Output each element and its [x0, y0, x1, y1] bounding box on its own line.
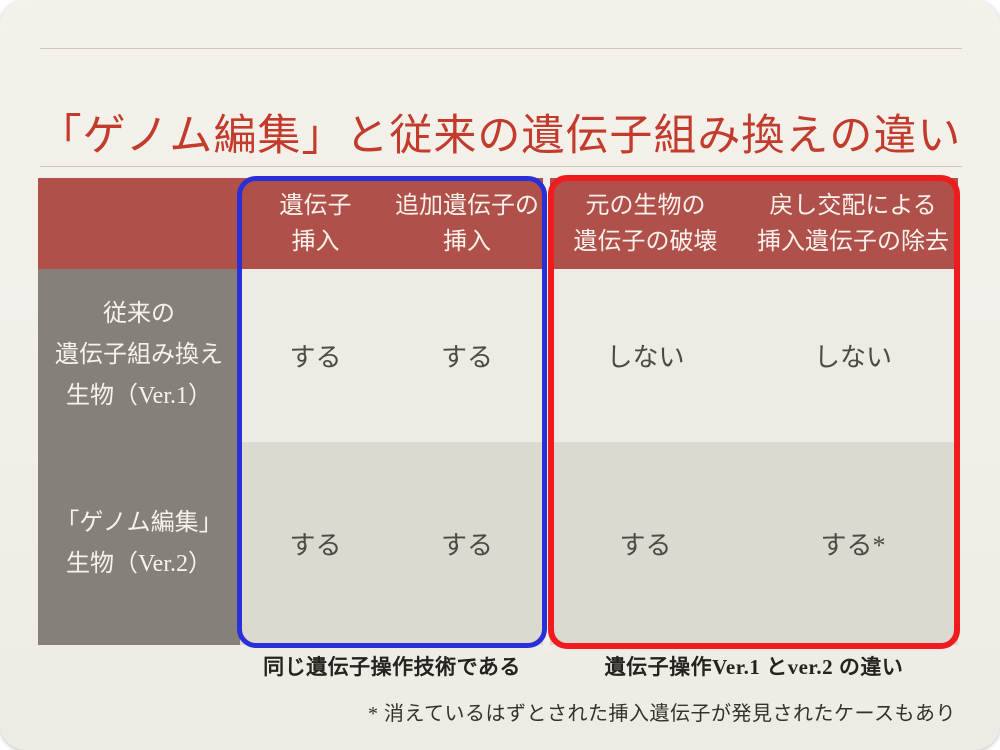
- footnote: * 消えているはずとされた挿入遺伝子が発見されたケースもあり: [368, 703, 956, 725]
- title-divider-line: [40, 166, 962, 167]
- red-highlight-box: [548, 175, 960, 649]
- row-label-column: 従来の 遺伝子組み換え 生物（Ver.1） 「ゲノム編集」 生物（Ver.2）: [38, 269, 240, 645]
- cell-ver2-original-gene-destruction: する: [543, 442, 748, 645]
- column-header-backcross-gene-removal: 戻し交配による 挿入遺伝子の除去: [748, 178, 958, 269]
- blue-box-caption: 同じ遺伝子操作技術である: [263, 655, 521, 679]
- cell-ver1-original-gene-destruction: しない: [543, 269, 748, 442]
- cell-ver1-additional-gene-insertion: する: [391, 269, 543, 442]
- column-header-gene-insertion: 遺伝子 挿入: [240, 178, 391, 269]
- blue-highlight-box: [237, 176, 547, 648]
- row-label-conventional-gmo: 従来の 遺伝子組み換え 生物（Ver.1）: [55, 301, 223, 409]
- cell-ver1-backcross-gene-removal: しない: [748, 269, 958, 442]
- cell-ver2-additional-gene-insertion: する: [391, 442, 543, 645]
- column-header-original-gene-destruction: 元の生物の 遺伝子の破壊: [543, 178, 748, 269]
- cell-ver1-gene-insertion: する: [240, 269, 391, 442]
- page-title: 「ゲノム編集」と従来の遺伝子組み換えの違い: [38, 112, 962, 160]
- column-header-additional-gene-insertion: 追加遺伝子の 挿入: [391, 178, 543, 269]
- cell-ver2-backcross-gene-removal: する*: [748, 442, 958, 645]
- cell-ver2-gene-insertion: する: [240, 442, 391, 645]
- red-box-caption: 遺伝子操作Ver.1 とver.2 の違い: [604, 655, 904, 679]
- comparison-table: 遺伝子 挿入 追加遺伝子の 挿入 元の生物の 遺伝子の破壊 戻し交配による 挿入…: [38, 178, 958, 645]
- row-label-genome-edited: 「ゲノム編集」 生物（Ver.2）: [55, 509, 223, 577]
- column-header-empty: [38, 178, 240, 269]
- top-divider-line: [40, 48, 962, 49]
